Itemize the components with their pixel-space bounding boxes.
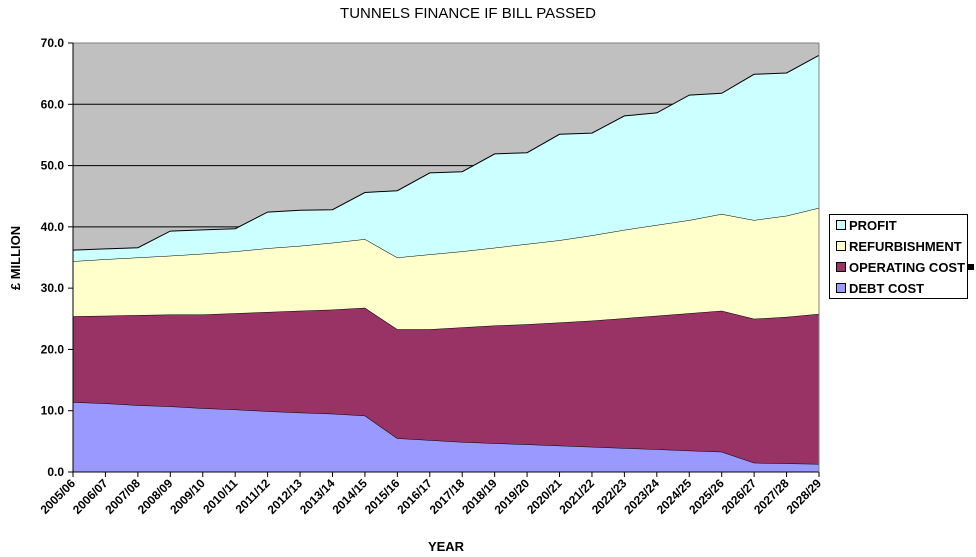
x-tick-label: 2012/13 xyxy=(265,476,306,517)
legend-label: PROFIT xyxy=(849,217,897,233)
y-tick-label: 20.0 xyxy=(41,342,65,356)
x-tick-label: 2008/09 xyxy=(135,476,176,517)
stacked-areas xyxy=(72,54,820,472)
y-tick-label: 50.0 xyxy=(41,159,65,173)
axes xyxy=(68,42,820,477)
legend-label: OPERATING COST xyxy=(849,259,966,275)
x-tick-label: 2009/10 xyxy=(167,476,208,517)
x-tick-label: 2006/07 xyxy=(70,476,111,517)
x-tick-label: 2016/17 xyxy=(394,476,435,517)
legend-item-refurbishment: REFURBISHMENT xyxy=(836,237,962,255)
legend-item-operating-cost: OPERATING COST xyxy=(836,258,965,276)
legend-label: REFURBISHMENT xyxy=(849,238,962,254)
y-tick-label: 10.0 xyxy=(41,404,65,418)
x-tick-label: 2007/08 xyxy=(102,476,143,517)
x-tick-label: 2015/16 xyxy=(362,476,403,517)
x-tick-label: 2025/26 xyxy=(686,476,727,517)
x-tick-label: 2023/24 xyxy=(621,476,662,517)
selection-handle-icon xyxy=(968,264,974,270)
legend-item-profit: PROFIT xyxy=(836,216,897,234)
legend: PROFIT REFURBISHMENT OPERATING COST DEBT… xyxy=(829,214,968,299)
x-axis-label: YEAR xyxy=(428,539,465,554)
area-debt-cost xyxy=(73,402,819,472)
x-tick-label: 2013/14 xyxy=(297,476,338,517)
x-tick-label: 2020/21 xyxy=(524,476,565,517)
x-tick-label: 2027/28 xyxy=(751,476,792,517)
x-tick-label: 2017/18 xyxy=(427,476,468,517)
legend-label: DEBT COST xyxy=(849,280,925,296)
x-tick-label: 2010/11 xyxy=(200,476,240,516)
y-tick-labels: 0.0 10.0 20.0 30.0 40.0 50.0 60.0 70.0 xyxy=(41,36,65,479)
x-tick-label: 2024/25 xyxy=(654,476,695,517)
y-tick-label: 60.0 xyxy=(41,97,65,111)
legend-swatch-profit xyxy=(836,220,846,230)
x-tick-label: 2026/27 xyxy=(719,476,760,517)
legend-swatch-debt-cost xyxy=(836,283,846,293)
x-tick-labels: 2005/062006/072007/082008/092009/102010/… xyxy=(38,476,825,517)
x-tick-label: 2018/19 xyxy=(459,476,500,517)
x-tick-label: 2005/06 xyxy=(38,476,79,517)
y-tick-label: 30.0 xyxy=(41,281,65,295)
x-tick-label: 2019/20 xyxy=(492,476,533,517)
chart-title: TUNNELS FINANCE IF BILL PASSED xyxy=(340,5,596,22)
area-profit xyxy=(73,55,819,262)
y-tick-label: 40.0 xyxy=(41,220,65,234)
y-tick-label: 0.0 xyxy=(47,465,64,479)
x-tick-label: 2022/23 xyxy=(589,476,630,517)
y-axis-label: £ MILLION xyxy=(8,226,23,290)
x-tick-label: 2028/29 xyxy=(784,476,825,517)
legend-swatch-operating-cost xyxy=(836,262,846,272)
y-tick-label: 70.0 xyxy=(41,36,65,50)
x-tick-label: 2014/15 xyxy=(329,476,370,517)
area-refurbishment xyxy=(73,207,819,330)
legend-item-debt-cost: DEBT COST xyxy=(836,279,924,297)
x-tick-label: 2021/22 xyxy=(556,476,597,517)
legend-swatch-refurbishment xyxy=(836,241,846,251)
area-operating-cost xyxy=(73,307,819,464)
